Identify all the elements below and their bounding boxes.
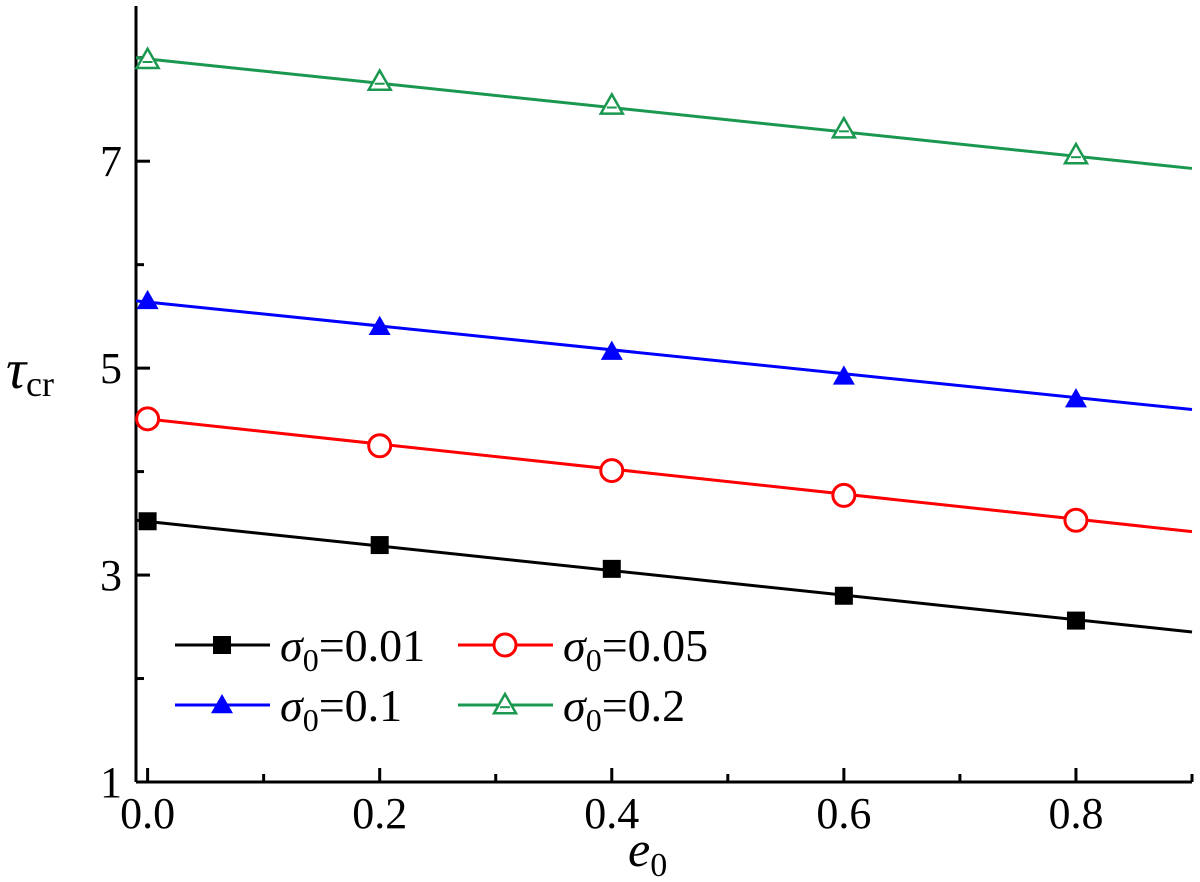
series-markers <box>134 46 1090 630</box>
y-tick-label: 7 <box>100 137 122 186</box>
data-point <box>831 482 857 508</box>
legend-label-sub: 0 <box>586 642 602 678</box>
legend-label: σ0=0.01 <box>280 620 425 678</box>
y-axis-label-sub: cr <box>26 364 54 404</box>
legend-marker <box>491 691 519 715</box>
data-point <box>138 512 157 531</box>
x-axis-label-main: e <box>628 821 650 877</box>
x-axis-label: e0 <box>628 821 667 882</box>
x-tick-label: 0.6 <box>816 789 871 838</box>
legend-label-sub: 0 <box>303 642 319 678</box>
y-ticks: 1 3 5 7 <box>100 56 150 807</box>
legend-item: σ0=0.2 <box>458 680 685 738</box>
data-point <box>834 586 853 605</box>
x-ticks: 0.0 0.2 0.4 0.6 0.8 <box>120 768 1194 838</box>
data-point <box>370 536 389 555</box>
legend-item: σ0=0.1 <box>175 680 402 738</box>
data-point <box>832 365 855 385</box>
legend-label-value: =0.2 <box>602 680 685 731</box>
data-point <box>599 458 625 484</box>
legend-marker <box>492 632 518 658</box>
data-point <box>136 289 159 310</box>
series-line-3 <box>135 56 1193 170</box>
legend-label: σ0=0.2 <box>563 680 685 738</box>
legend-label: σ0=0.05 <box>563 620 708 678</box>
legend-label-sub: 0 <box>586 702 602 738</box>
legend-label-value: =0.1 <box>319 680 402 731</box>
legend-label-main: σ <box>563 620 588 671</box>
legend-label-sub: 0 <box>303 702 319 738</box>
data-point <box>366 68 393 92</box>
x-tick-label: 0.0 <box>120 789 175 838</box>
y-axis-label-main: τ <box>6 339 28 401</box>
series-line-0 <box>135 518 1193 634</box>
legend-label-main: σ <box>280 680 305 731</box>
legend-item: σ0=0.01 <box>175 620 425 678</box>
legend-item: σ0=0.05 <box>458 620 708 678</box>
data-point <box>1063 507 1089 533</box>
data-point <box>1064 388 1087 408</box>
data-point <box>135 406 161 432</box>
axes <box>134 6 1192 784</box>
data-point <box>368 315 391 335</box>
y-axis-label: τcr <box>6 339 54 404</box>
data-point <box>1062 141 1090 165</box>
y-tick-label: 5 <box>100 344 122 393</box>
data-point <box>367 433 393 459</box>
series-lines <box>135 56 1193 634</box>
series-line-2 <box>135 299 1193 412</box>
series-line-1 <box>135 416 1193 534</box>
y-tick-label: 1 <box>100 758 122 807</box>
legend-label-main: σ <box>280 620 305 671</box>
legend-label: σ0=0.1 <box>280 680 402 738</box>
data-point <box>1066 611 1085 630</box>
legend-marker <box>213 636 231 654</box>
x-axis-label-sub: 0 <box>650 847 667 882</box>
x-tick-label: 0.2 <box>352 789 407 838</box>
legend-label-value: =0.01 <box>319 620 425 671</box>
data-point <box>830 115 858 139</box>
data-point <box>600 340 623 360</box>
legend-label-main: σ <box>563 680 588 731</box>
data-point <box>598 91 625 115</box>
x-tick-label: 0.8 <box>1048 789 1103 838</box>
x-tick-label: 0.4 <box>584 789 639 838</box>
y-tick-label: 3 <box>100 551 122 600</box>
data-point <box>134 46 161 70</box>
legend-marker <box>211 694 233 714</box>
legend-label-value: =0.05 <box>602 620 708 671</box>
data-point <box>602 559 621 578</box>
